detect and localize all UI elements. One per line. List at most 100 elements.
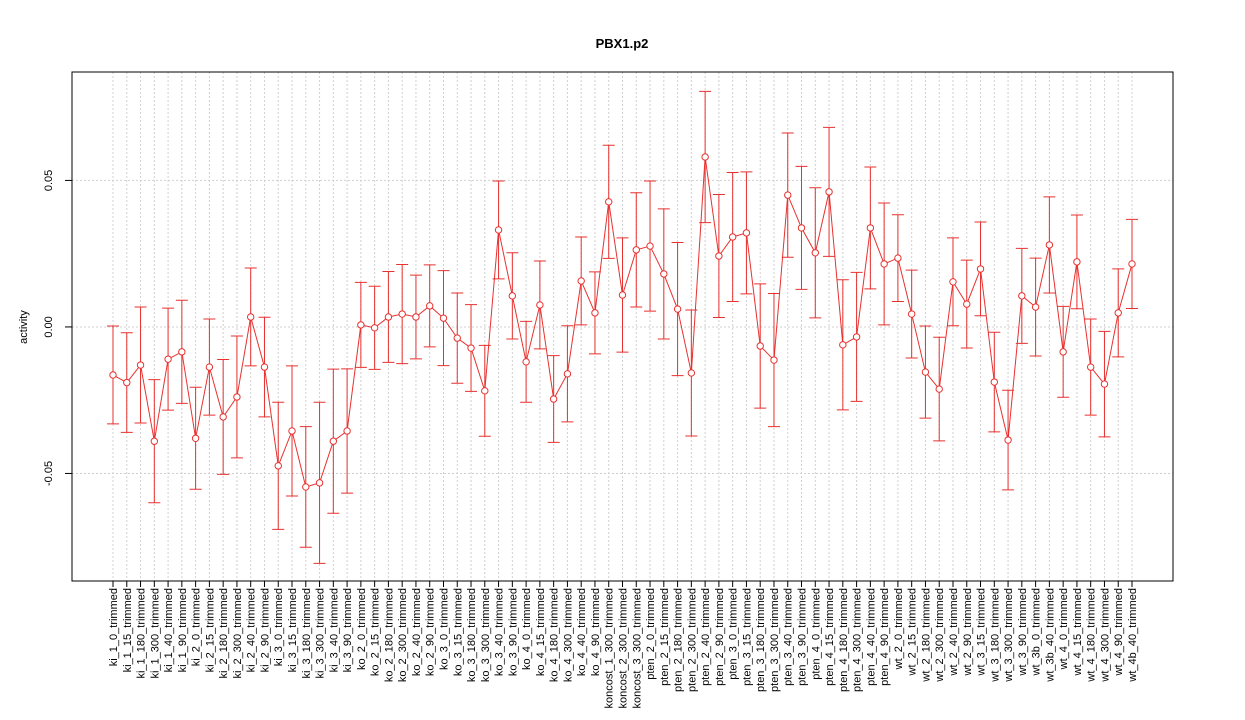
x-tick-label: wt_2_90_trimmed [962,588,974,676]
x-tick-label: ko_2_90_trimmed [425,588,437,676]
x-tick-label: wt_2_40_trimmed [948,588,960,676]
x-tick-label: pten_4_0_trimmed [810,588,822,680]
x-tick-label: pten_3_300_trimmed [769,588,781,692]
data-point [811,249,819,257]
data-point [453,334,461,342]
x-tick-label: pten_2_300_trimmed [686,588,698,692]
x-tick-label: ki_3_0_trimmed [273,588,285,666]
data-point [839,341,847,349]
x-tick-label: ki_1_0_trimmed [108,588,120,666]
data-point [1086,363,1095,371]
data-point [618,291,627,299]
x-tick-label: pten_2_90_trimmed [714,588,726,686]
x-tick-label: pten_2_0_trimmed [645,588,657,680]
data-point [673,305,682,313]
x-tick-label: wt_2_0_trimmed [893,588,905,670]
data-point [274,462,282,470]
x-tick-label: ko_2_180_trimmed [383,588,395,682]
data-point [233,393,241,401]
data-point [549,395,558,403]
x-tick-label: pten_4_15_trimmed [824,588,836,686]
data-point [343,427,351,435]
y-tick-label: 0.00 [43,316,55,337]
data-point [522,358,530,366]
data-point [439,314,448,322]
x-tick-label: ki_2_15_trimmed [204,588,216,672]
data-point [1004,436,1012,444]
x-tick-label: pten_3_40_trimmed [783,588,795,686]
x-tick-label: pten_2_40_trimmed [700,588,712,686]
x-tick-label: ki_1_180_trimmed [136,588,148,679]
x-tick-label: ko_4_90_trimmed [590,588,602,676]
x-tick-label: wt_2_300_trimmed [934,588,946,683]
x-tick-label: ko_4_0_trimmed [521,588,533,670]
data-point [894,254,902,262]
y-tick-label: 0.05 [43,170,55,191]
data-point [563,370,572,378]
data-point [164,355,172,363]
x-tick-label: wt_4_0_trimmed [1058,588,1070,670]
x-tick-label: wt_3_15_trimmed [976,588,988,676]
data-point [1045,241,1054,249]
x-tick-label: ki_2_0_trimmed [191,588,203,666]
data-point [219,413,227,421]
data-point [770,356,778,364]
data-point [784,191,792,199]
x-tick-label: wt_2_15_trimmed [907,588,919,676]
x-tick-label: wt_4_300_trimmed [1099,588,1111,683]
data-point [1100,380,1109,388]
data-point [660,270,668,278]
x-tick-label: ki_2_180_trimmed [218,588,230,679]
x-tick-label: ki_3_300_trimmed [315,588,327,679]
data-point [949,278,957,286]
y-tick-label: -0.05 [43,461,55,486]
data-point [412,313,420,321]
data-point [880,260,888,268]
x-tick-label: ko_3_300_trimmed [480,588,492,682]
x-tick-label: ko_4_15_trimmed [535,588,547,676]
data-point [907,310,916,318]
x-tick-label: ki_1_15_trimmed [122,588,134,672]
data-point [963,300,971,308]
data-point [646,242,654,250]
x-tick-label: wt_4_90_trimmed [1113,588,1125,676]
x-tick-label: ki_3_180_trimmed [301,588,313,679]
x-tick-label: pten_4_300_trimmed [852,588,864,692]
data-point [728,233,737,241]
x-tick-label: koncost_3_300_trimmed [631,588,643,708]
data-point [247,313,255,321]
plot-frame [71,71,1174,582]
x-tick-label: wt_3b_0_trimmed [1031,588,1043,676]
x-tick-label: ki_3_40_trimmed [328,588,340,672]
data-point [577,277,585,285]
x-tick-label: pten_3_180_trimmed [755,588,767,692]
data-point [866,224,875,232]
data-point [384,313,393,321]
data-point [302,483,310,491]
data-point [288,427,296,435]
x-tick-label: ki_1_90_trimmed [177,588,189,672]
x-tick-label: wt_2_180_trimmed [920,588,932,683]
x-tick-label: koncost_2_300_trimmed [618,588,630,708]
data-point [1128,260,1136,268]
x-tick-label: wt_4_180_trimmed [1086,588,1098,683]
x-tick-label: pten_4_40_trimmed [865,588,877,686]
x-tick-label: wt_4_15_trimmed [1072,588,1084,676]
data-point [797,224,806,232]
data-point [370,324,379,332]
x-tick-label: ki_1_40_trimmed [163,588,175,672]
data-point [136,361,145,369]
x-tick-label: ko_4_180_trimmed [549,588,561,682]
x-tick-label: ko_3_0_trimmed [438,588,450,670]
x-tick-label: ko_2_40_trimmed [411,588,423,676]
data-point [990,378,998,386]
x-tick-label: ko_2_0_trimmed [356,588,368,670]
data-point [632,246,640,254]
x-tick-label: ko_3_90_trimmed [507,588,519,676]
x-tick-label: pten_2_15_trimmed [659,588,671,686]
data-point [191,434,200,442]
x-tick-label: wt_3_180_trimmed [989,588,1001,683]
data-point [935,385,943,393]
data-point [921,368,930,376]
x-tick-label: ki_2_300_trimmed [232,588,244,679]
